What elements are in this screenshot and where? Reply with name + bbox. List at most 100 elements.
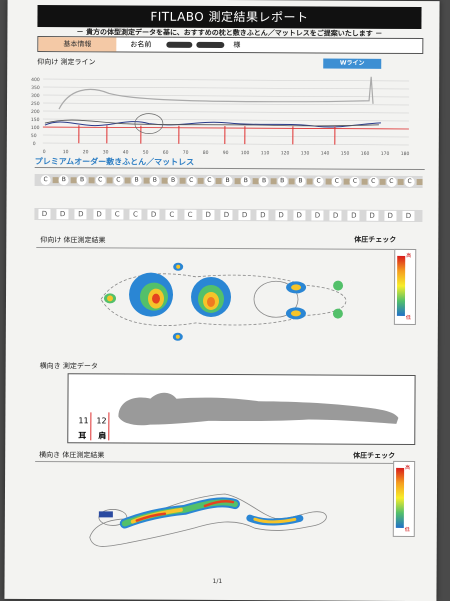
x-tick: 140 — [321, 151, 330, 157]
firmness-cell: D — [330, 211, 342, 221]
firmness-cell: C — [111, 209, 123, 219]
firmness-cell: B — [277, 176, 287, 186]
x-tick: 40 — [123, 149, 129, 155]
x-tick: 170 — [381, 151, 390, 157]
x-tick: 80 — [203, 150, 209, 156]
y-tick: 0 — [33, 141, 36, 147]
premium-title: プレミアムオーダー敷きふとん／マットレス — [35, 156, 195, 168]
firmness-cell: B — [150, 176, 160, 186]
measured-line — [45, 121, 381, 127]
firmness-cell: C — [95, 175, 105, 185]
firmness-cell: B — [77, 175, 87, 185]
supine-pressure-label: 仰向け 体圧測定結果 — [40, 235, 105, 245]
x-tick: 100 — [241, 150, 250, 156]
x-tick: 0 — [43, 149, 46, 155]
firmness-cell: C — [129, 210, 141, 220]
pressure-check-label: 体圧チェック — [353, 451, 395, 461]
gridlines — [43, 79, 409, 145]
firmness-cell: D — [384, 211, 396, 221]
firmness-cell: B — [295, 176, 305, 186]
strip-divider — [416, 179, 422, 185]
firmness-cell: B — [59, 175, 69, 185]
x-tick: 150 — [341, 151, 350, 157]
name-redacted — [166, 42, 192, 48]
legend-low: 低 — [406, 314, 411, 321]
firmness-cell: D — [57, 209, 69, 219]
ear-label: 耳 — [78, 430, 86, 441]
firmness-cell: C — [186, 176, 196, 186]
firmness-cell: C — [405, 177, 415, 187]
shoulder-label: 肩 — [98, 430, 106, 441]
x-tick: 10 — [63, 149, 69, 155]
firmness-cell: D — [202, 210, 214, 220]
name-redacted — [196, 42, 224, 48]
side-profile-frame: 11 12 耳 肩 — [67, 373, 415, 445]
y-tick: 200 — [31, 109, 40, 115]
firmness-cell: D — [239, 210, 251, 220]
x-tick: 130 — [301, 150, 310, 156]
strip-divider — [289, 178, 295, 184]
x-tick: 30 — [103, 149, 109, 155]
side-silhouette — [98, 376, 404, 438]
strip-divider — [361, 179, 367, 185]
x-tick: 70 — [183, 150, 189, 156]
firmness-cell: D — [402, 211, 414, 221]
y-tick: 50 — [31, 133, 37, 139]
legend-high: 高 — [405, 464, 410, 471]
y-tick: 150 — [31, 117, 40, 123]
x-tick: 120 — [281, 150, 290, 156]
x-tick: 160 — [361, 151, 370, 157]
firmness-cell: C — [41, 175, 51, 185]
strip-divider — [216, 178, 222, 184]
y-tick: 350 — [31, 85, 40, 91]
firmness-cell: C — [350, 177, 360, 187]
firmness-cell: D — [257, 210, 269, 220]
firmness-cell: D — [275, 210, 287, 220]
supine-line-label: 仰向け 測定ライン — [37, 57, 95, 67]
strip-divider — [107, 177, 113, 183]
firmness-cell: D — [348, 211, 360, 221]
strip-divider — [88, 177, 94, 183]
strip-divider — [380, 179, 386, 185]
divider — [35, 461, 411, 464]
pressure-legend-box: 高 低 — [394, 249, 416, 325]
strip-divider — [325, 179, 331, 185]
measurement-line-chart: 400 350 300 250 200 150 100 50 0 — [29, 67, 419, 159]
legend-gradient — [396, 468, 404, 528]
strip-divider — [161, 178, 167, 184]
firmness-cell: B — [241, 176, 251, 186]
report-page: FITLABO 測定結果レポート － 貴方の体型測定データを基に、おすすめの枕と… — [4, 0, 439, 601]
firmness-cell: C — [113, 175, 123, 185]
legend-low: 低 — [405, 526, 410, 533]
y-tick: 300 — [31, 93, 40, 99]
divider — [35, 167, 425, 170]
strip-divider — [179, 178, 185, 184]
firmness-cell: D — [148, 210, 160, 220]
strip-divider — [143, 178, 149, 184]
baseline — [43, 127, 409, 129]
x-tick: 180 — [401, 151, 410, 157]
firmness-cell: C — [204, 176, 214, 186]
basic-info-bar: 基本情報 お名前 様 — [37, 36, 423, 54]
x-tick: 90 — [223, 150, 229, 156]
shoulder-value: 12 — [96, 416, 106, 425]
x-tick: 20 — [83, 149, 89, 155]
basic-info-label: 基本情報 — [38, 37, 116, 51]
firmness-cell: C — [166, 210, 178, 220]
legend-high: 高 — [406, 252, 411, 259]
ear-marker — [90, 412, 91, 440]
y-tick: 100 — [31, 125, 40, 131]
supine-pressure-map — [96, 254, 356, 345]
legend-gradient — [397, 256, 405, 316]
x-tick: 60 — [163, 150, 169, 156]
page-number: 1/1 — [213, 578, 223, 585]
firmness-cell: D — [366, 211, 378, 221]
strip-divider — [234, 178, 240, 184]
firmness-cell: D — [311, 210, 323, 220]
firmness-cell: B — [223, 176, 233, 186]
shoulder-marker — [108, 412, 109, 440]
firmness-cell: C — [386, 177, 396, 187]
strip-divider — [343, 179, 349, 185]
